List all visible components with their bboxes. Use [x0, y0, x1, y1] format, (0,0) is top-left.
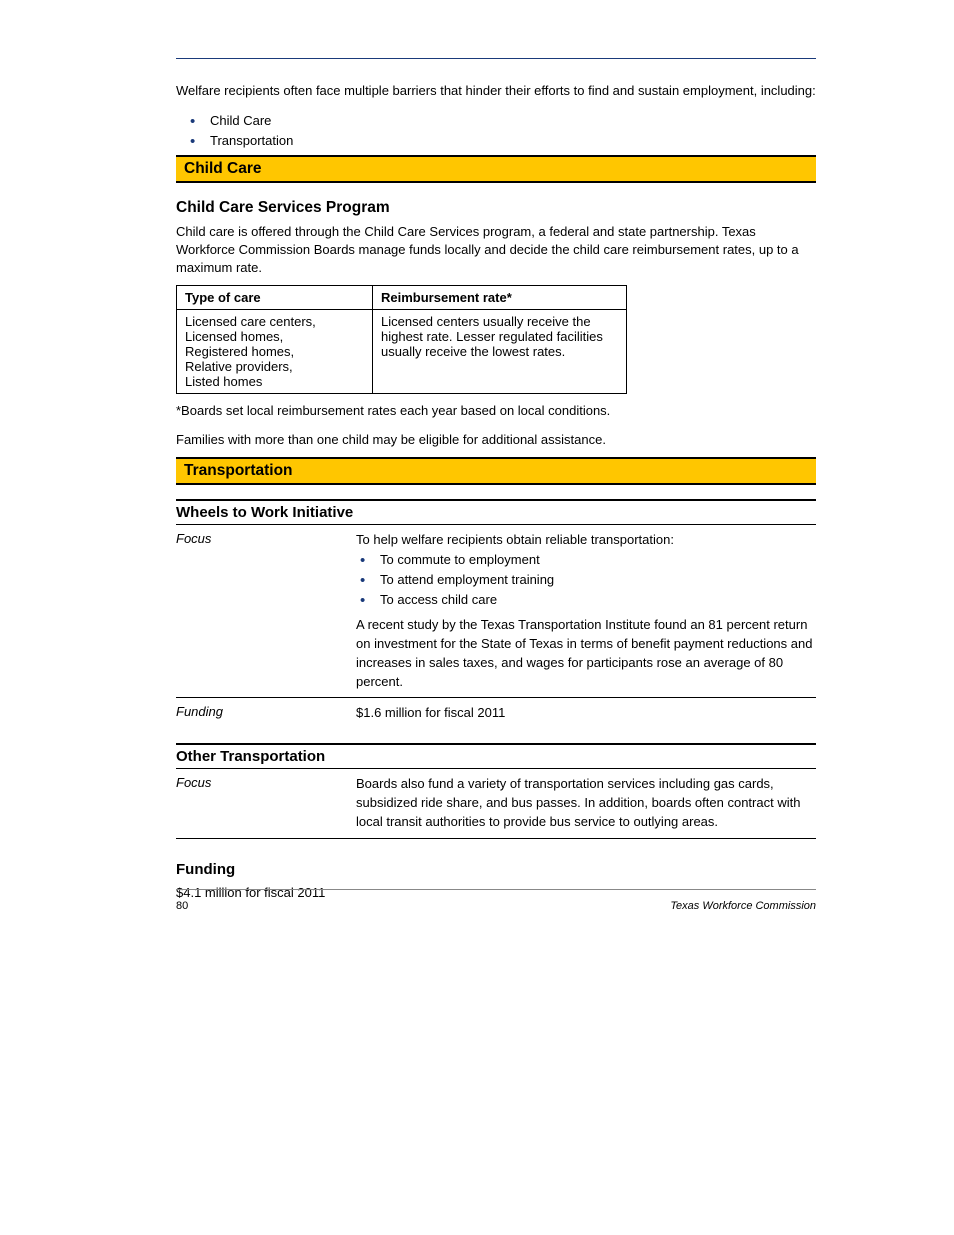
content-focus: To help welfare recipients obtain reliab…: [356, 525, 816, 698]
rates-cell-types: Licensed care centers, Licensed homes, R…: [177, 310, 373, 394]
rates-table: Type of care Reimbursement rate* License…: [176, 285, 627, 394]
footer-rule: [176, 889, 816, 890]
row-focus-other: Focus Boards also fund a variety of tran…: [176, 769, 816, 839]
subsection-title-ccsp: Child Care Services Program: [176, 199, 816, 217]
section-band-child-care: Child Care: [176, 155, 816, 183]
content-focus-other: Boards also fund a variety of transporta…: [356, 769, 816, 838]
rates-cell-rate: Licensed centers usually receive the hig…: [373, 310, 627, 394]
footer: 80 Texas Workforce Commission: [0, 900, 954, 912]
section-title-child-care: Child Care: [184, 160, 262, 178]
label-focus: Focus: [176, 525, 356, 698]
bullet-transportation: Transportation: [190, 131, 816, 151]
row-funding-wheels: Funding $1.6 million for fiscal 2011: [176, 698, 816, 729]
row-focus-wheels: Focus To help welfare recipients obtain …: [176, 525, 816, 699]
rates-col-type: Type of care: [177, 286, 373, 310]
section-title-transportation: Transportation: [184, 462, 293, 480]
footer-org: Texas Workforce Commission: [670, 900, 816, 912]
subsection-title-other: Other Transportation: [176, 743, 816, 769]
top-bullet-list: Child Care Transportation: [176, 111, 816, 151]
section-band-transportation: Transportation: [176, 457, 816, 485]
focus-post: A recent study by the Texas Transportati…: [356, 616, 816, 691]
ccsp-body: Child care is offered through the Child …: [176, 223, 816, 278]
focus-bullets: To commute to employment To attend emplo…: [356, 550, 816, 610]
page: Welfare recipients often face multiple b…: [0, 0, 954, 950]
ccsp-subtitle: Families with more than one child may be…: [176, 431, 816, 449]
subsection-title-funding2: Funding: [176, 861, 816, 878]
focus-bullet-3: To access child care: [360, 590, 816, 610]
content-funding: $1.6 million for fiscal 2011: [356, 698, 816, 729]
focus-bullet-2: To attend employment training: [360, 570, 816, 590]
rates-col-rate: Reimbursement rate*: [373, 286, 627, 310]
focus-pre: To help welfare recipients obtain reliab…: [356, 531, 816, 550]
page-number: 80: [176, 900, 188, 912]
intro-text: Welfare recipients often face multiple b…: [176, 81, 816, 101]
label-funding: Funding: [176, 698, 356, 729]
header-rule: [176, 58, 816, 59]
focus-bullet-1: To commute to employment: [360, 550, 816, 570]
subsection-title-wheels: Wheels to Work Initiative: [176, 499, 816, 525]
rates-footnote: *Boards set local reimbursement rates ea…: [176, 402, 816, 420]
bullet-child-care: Child Care: [190, 111, 816, 131]
label-focus-other: Focus: [176, 769, 356, 838]
